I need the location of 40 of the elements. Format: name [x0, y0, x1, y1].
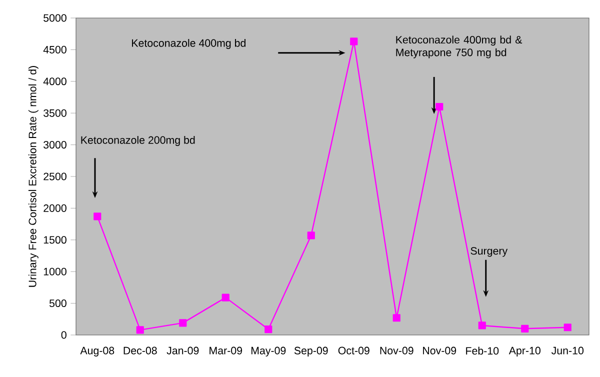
y-tick-label: 3000 [44, 141, 66, 149]
x-tick-label: Oct-09 [338, 346, 370, 354]
point [392, 314, 400, 322]
x-tick-label: Sep-09 [294, 346, 328, 356]
point [307, 232, 315, 240]
point [436, 102, 444, 111]
x-tick-label: Dec-08 [124, 346, 157, 354]
y-tick-label: 4000 [43, 78, 66, 86]
y-tick-label: 1500 [44, 236, 66, 244]
point [179, 319, 187, 327]
y-tick-label: 2500 [44, 172, 66, 180]
y-tick-label: 5000 [44, 14, 66, 22]
y-tick-label: 3500 [44, 109, 66, 117]
annotation: Surgery [470, 247, 508, 257]
x-tick-label: Jun-10 [551, 346, 584, 354]
point [521, 324, 529, 332]
x-tick-label: Apr-10 [508, 346, 540, 356]
x-tick-label: May-09 [251, 346, 286, 356]
y-tick-label: 1000 [44, 268, 66, 276]
y-tick-label: 500 [49, 300, 66, 308]
point [478, 322, 486, 330]
x-tick-label: Feb-10 [466, 346, 499, 355]
annotation: Ketoconazole 400mg bd [132, 39, 246, 49]
annotation: Ketoconazole 400mg bd & Metyrapone 750 mg bd [396, 36, 522, 58]
x-tick-label: Nov-09 [423, 346, 456, 354]
y-tick-label: 4500 [43, 46, 66, 54]
y-tick-label: 2000 [44, 204, 66, 212]
point [222, 294, 230, 302]
point [136, 326, 144, 334]
y-tick-label: 0 [61, 331, 66, 339]
x-tick-label: Aug-08 [80, 346, 114, 356]
x-tick-label: Nov-09 [380, 346, 414, 354]
x-tick-label: Mar-09 [210, 346, 242, 354]
point [94, 212, 102, 220]
point [564, 324, 572, 332]
y-axis-title: Urinary Free Cortisol Excretion Rate ( nmol / d) [28, 66, 38, 287]
point [264, 325, 272, 334]
x-tick-label: Jan-09 [166, 346, 199, 354]
point [350, 38, 358, 46]
annotation: Ketoconazole 200mg bd [81, 136, 195, 146]
